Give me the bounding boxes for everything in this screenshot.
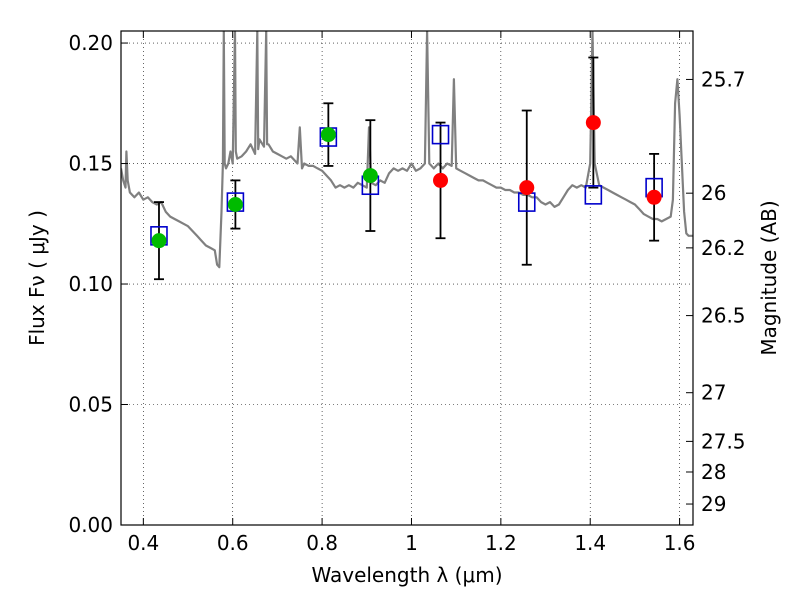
right-tick-label: 26 [701,181,726,205]
model-photometry-square [431,124,450,145]
right-tick-label: 26.5 [701,304,746,328]
dropout-point [585,115,601,131]
observed-point [151,233,167,249]
model-photometry-square [584,185,603,205]
right-axis-label: Magnitude (AB) [757,200,781,355]
right-tick-label: 27.5 [701,429,746,453]
dropout-point [433,172,449,188]
dropout-point [519,180,535,196]
dropout-point [646,189,662,205]
y-axis-label: Flux Fν ( μJy ) [25,210,49,346]
right-tick-label: 29 [701,492,726,516]
axis-ticks: 0.4 0.6 0.8 1 1.2 1.4 1.6 0.00 0.05 0.10 0.15 0.20 2… [68,31,746,555]
observed-point [320,127,336,143]
y-tick-label: 0.10 [68,272,113,296]
x-tick-label: 0.6 [217,531,249,555]
plot-frame [120,30,694,526]
right-tick-label: 25.7 [701,67,746,91]
x-axis-label: Wavelength λ (μm) [311,563,502,587]
y-tick-label: 0.05 [68,393,113,417]
right-tick-label: 27 [701,381,726,405]
right-tick-label: 26.2 [701,236,746,260]
y-tick-label: 0.00 [68,513,113,537]
x-tick-label: 1.4 [574,531,606,555]
plot-area [121,31,693,281]
y-tick-label: 0.15 [68,152,113,176]
x-tick-label: 1 [405,531,418,555]
right-tick-label: 28 [701,460,726,484]
observed-point [227,197,243,213]
observed-point [362,168,378,184]
x-tick-label: 0.4 [127,531,159,555]
x-tick-label: 1.6 [664,531,696,555]
x-tick-label: 1.2 [485,531,517,555]
x-tick-label: 0.8 [306,531,338,555]
y-tick-label: 0.20 [68,31,113,55]
